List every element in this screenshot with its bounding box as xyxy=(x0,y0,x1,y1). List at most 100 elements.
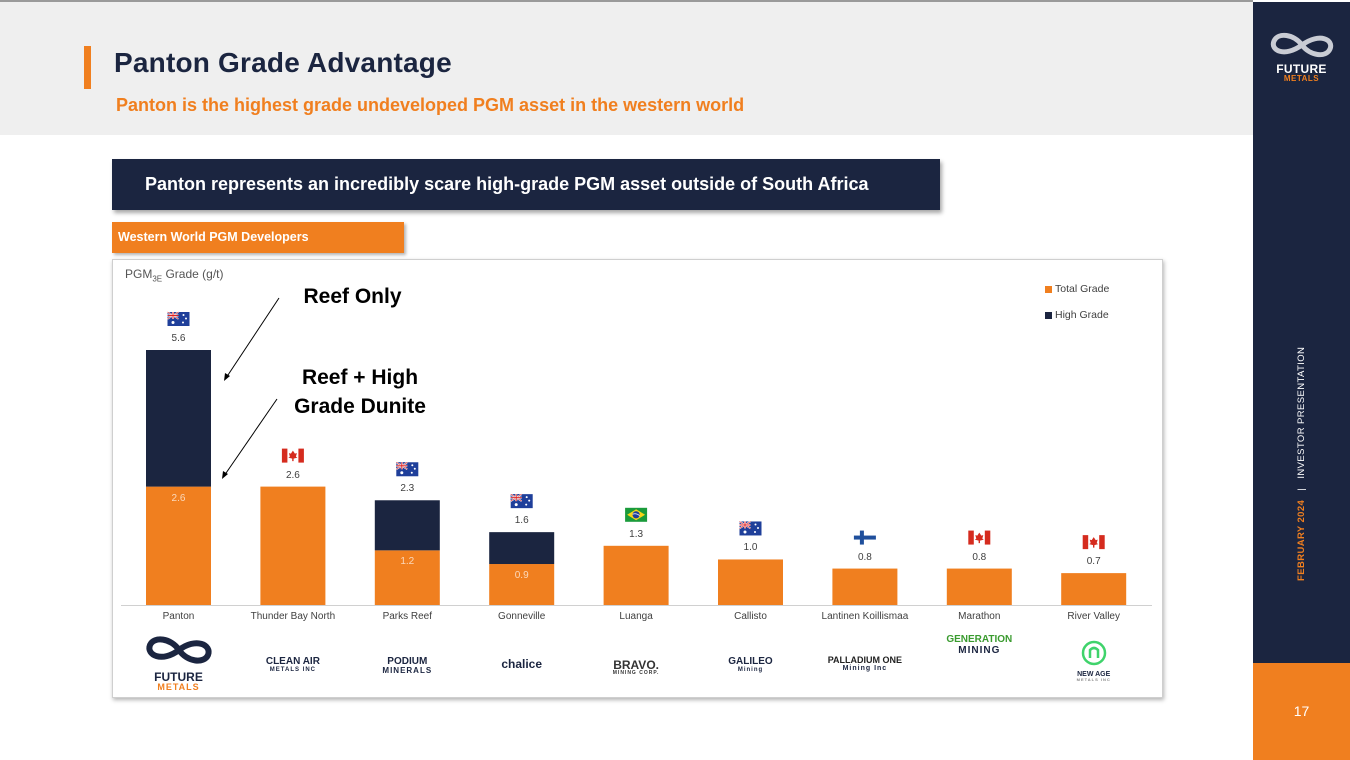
future-metals-logo-icon xyxy=(1270,32,1334,58)
page-title: Panton Grade Advantage xyxy=(114,47,452,78)
infinity-icon xyxy=(124,632,234,673)
bar-total-grade xyxy=(374,550,440,605)
company-logo-subtext: METALS INC xyxy=(269,667,316,674)
bar-total-label: 0.8 xyxy=(857,551,872,563)
company-logo: BRAVO. MINING CORP. xyxy=(581,642,691,677)
company-logo: PODIUM MINERALS xyxy=(352,640,462,676)
legend-swatch-total xyxy=(1045,286,1052,293)
company-logo-text: FUTURE xyxy=(154,669,203,684)
sidebar xyxy=(1253,2,1350,760)
company-logo-subtext: Mining Inc xyxy=(842,665,888,673)
bar-total-grade xyxy=(946,568,1012,605)
bar-total-label: 0.8 xyxy=(972,551,987,563)
australia-flag-icon xyxy=(739,520,762,536)
finland-flag-icon xyxy=(853,530,876,545)
annotation-reef-high-grade: Reef + High Grade Dunite xyxy=(275,363,445,421)
bar-segment-label: 1.2 xyxy=(400,556,415,568)
company-logo-subtext: Mining xyxy=(737,667,764,674)
legend-item-high: High Grade xyxy=(1045,309,1109,335)
x-tick-label: Parks Reef xyxy=(382,611,433,622)
bar-total-label: 0.7 xyxy=(1086,556,1101,568)
company-logo: FUTURE METALS xyxy=(124,632,234,693)
australia-flag-icon xyxy=(510,493,533,509)
company-logo-text: BRAVO. xyxy=(613,657,659,672)
company-logo: CLEAN AIR METALS INC xyxy=(238,640,348,674)
australia-flag-icon xyxy=(167,311,190,326)
bar-high-grade xyxy=(489,532,555,565)
annotation-arrow-reef-high xyxy=(223,398,278,477)
x-tick-label: River Valley xyxy=(1067,611,1120,622)
page-number: 17 xyxy=(1293,703,1310,719)
bar-high-grade xyxy=(146,350,211,487)
bar-total-label: 1.6 xyxy=(514,515,529,527)
company-logo: chalice xyxy=(467,658,577,671)
company-logo-text: PALLADIUM ONE xyxy=(827,654,903,665)
arrowhead-reef-only xyxy=(224,373,230,381)
x-tick-label: Lantinen Koillismaa xyxy=(821,611,909,622)
bar-total-label: 1.3 xyxy=(629,528,644,540)
bar-total-label: 2.6 xyxy=(285,469,300,481)
legend-item-total: Total Grade xyxy=(1045,283,1109,309)
bar-total-label: 5.6 xyxy=(171,333,186,344)
bar-high-grade xyxy=(374,500,440,551)
sidebar-logo-line2: METALS xyxy=(1283,74,1320,83)
australia-flag-icon xyxy=(395,461,419,477)
arrowhead-reef-high xyxy=(222,471,228,479)
company-logo: PALLADIUM ONE Mining Inc xyxy=(810,639,920,673)
company-logo-subtext: MINERALS xyxy=(382,666,433,676)
company-logo: GENERATION MINING xyxy=(924,634,1034,656)
y-axis-label: PGM3E Grade (g/t) xyxy=(125,267,224,283)
canada-flag-icon xyxy=(968,530,991,545)
y-label-unit: Grade (g/t) xyxy=(162,267,224,281)
page-subtitle: Panton is the highest grade undeveloped … xyxy=(116,95,745,115)
bar-total-grade xyxy=(260,486,326,605)
annotation-line1: Reef + High xyxy=(301,366,419,389)
key-message-banner: Panton represents an incredibly scare hi… xyxy=(112,159,940,210)
bar-total-grade xyxy=(718,559,783,605)
bar-segment-label: 2.6 xyxy=(171,492,186,504)
title-accent-bar xyxy=(84,46,91,89)
company-logo-subtext: MINING CORP. xyxy=(612,670,660,677)
bar-total-grade xyxy=(1061,573,1127,605)
page-number-block xyxy=(1253,663,1350,760)
company-logo-text: PODIUM xyxy=(387,655,428,667)
y-label-subscript: 3E xyxy=(152,274,163,284)
brazil-flag-icon xyxy=(625,507,648,522)
section-tab: Western World PGM Developers xyxy=(112,222,404,253)
canada-flag-icon xyxy=(281,448,304,463)
sidebar-logo-line1: FUTURE xyxy=(1276,62,1327,76)
top-rule xyxy=(0,0,1253,2)
company-logo-text: GENERATION xyxy=(946,634,1013,645)
company-logo: NEW AGE METALS INC xyxy=(1039,640,1149,682)
annotation-arrow-reef-only xyxy=(225,297,280,379)
bar-total-label: 1.0 xyxy=(743,542,758,554)
header-band xyxy=(0,2,1253,135)
legend-swatch-high xyxy=(1045,312,1052,319)
legend: Total Grade High Grade xyxy=(1045,283,1109,335)
annotation-line2: Grade Dunite xyxy=(294,395,426,418)
bar-total-grade xyxy=(146,486,211,605)
legend-label-total: Total Grade xyxy=(1055,283,1110,295)
x-tick-label: Callisto xyxy=(734,611,767,622)
bar-segment-label: 0.9 xyxy=(514,570,529,582)
chart-panel xyxy=(112,259,1163,698)
canada-flag-icon xyxy=(1082,535,1105,550)
x-tick-label: Thunder Bay North xyxy=(250,611,336,622)
x-tick-label: Panton xyxy=(162,611,195,622)
x-tick-label: Marathon xyxy=(958,611,1001,622)
company-logo-text: NEW AGE xyxy=(1077,670,1111,678)
x-tick-label: Gonneville xyxy=(498,611,546,622)
company-logo-subtext: MINING xyxy=(958,644,1001,656)
company-logo-text: CLEAN AIR xyxy=(265,655,320,667)
legend-label-high: High Grade xyxy=(1055,309,1109,321)
bar-total-grade xyxy=(832,568,898,605)
bar-total-label: 2.3 xyxy=(400,483,415,495)
new-age-icon xyxy=(1039,640,1149,671)
company-logo-text: GALILEO xyxy=(728,655,773,667)
bar-total-grade xyxy=(489,564,555,605)
company-logo-text: chalice xyxy=(501,657,543,671)
x-tick-label: Luanga xyxy=(619,611,653,622)
y-label-main: PGM xyxy=(125,267,153,281)
